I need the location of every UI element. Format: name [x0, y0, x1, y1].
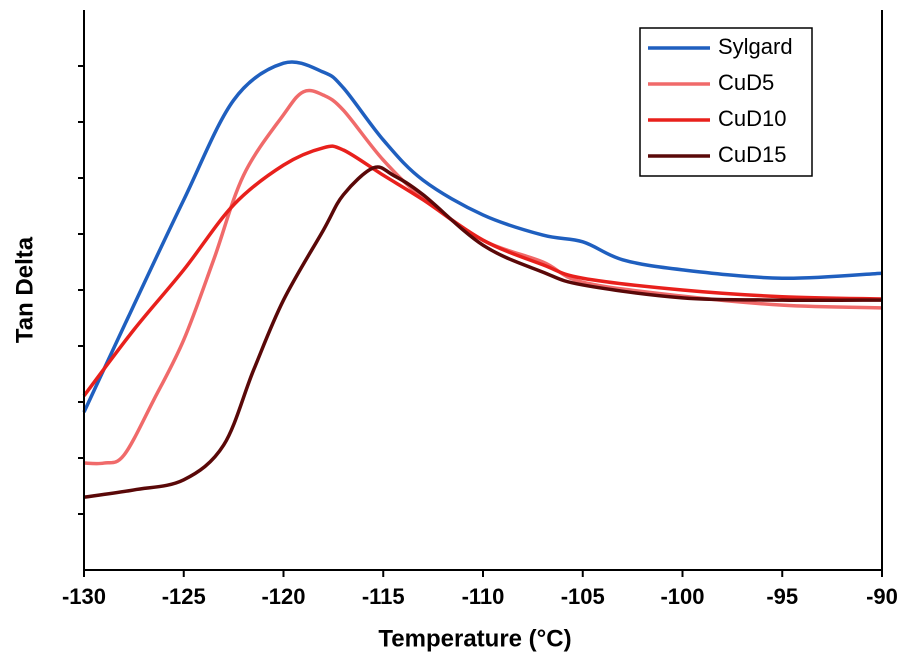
x-tick-label: -120: [261, 584, 305, 609]
axes: [83, 10, 883, 571]
legend-label: CuD15: [718, 142, 786, 167]
series-line: [82, 60, 883, 413]
x-tick-label: -130: [62, 584, 106, 609]
series-line: [82, 144, 883, 397]
x-axis-label: Temperature (°C): [378, 625, 571, 652]
legend-label: CuD10: [718, 106, 786, 131]
legend-box: [639, 27, 813, 177]
legend-label: CuD5: [718, 70, 774, 95]
x-tick-label: -95: [766, 584, 798, 609]
x-tick-label: -110: [462, 584, 505, 609]
series-line: [83, 165, 883, 499]
x-tick-label: -100: [660, 584, 704, 609]
x-tick-label: -125: [162, 584, 206, 609]
x-tick-label: -90: [866, 584, 898, 609]
x-tick-label: -115: [362, 584, 405, 609]
legend-label: Sylgard: [718, 34, 793, 59]
y-axis-label: Tan Delta: [11, 236, 38, 343]
x-tick-label: -105: [561, 584, 605, 609]
series-line: [83, 88, 883, 466]
